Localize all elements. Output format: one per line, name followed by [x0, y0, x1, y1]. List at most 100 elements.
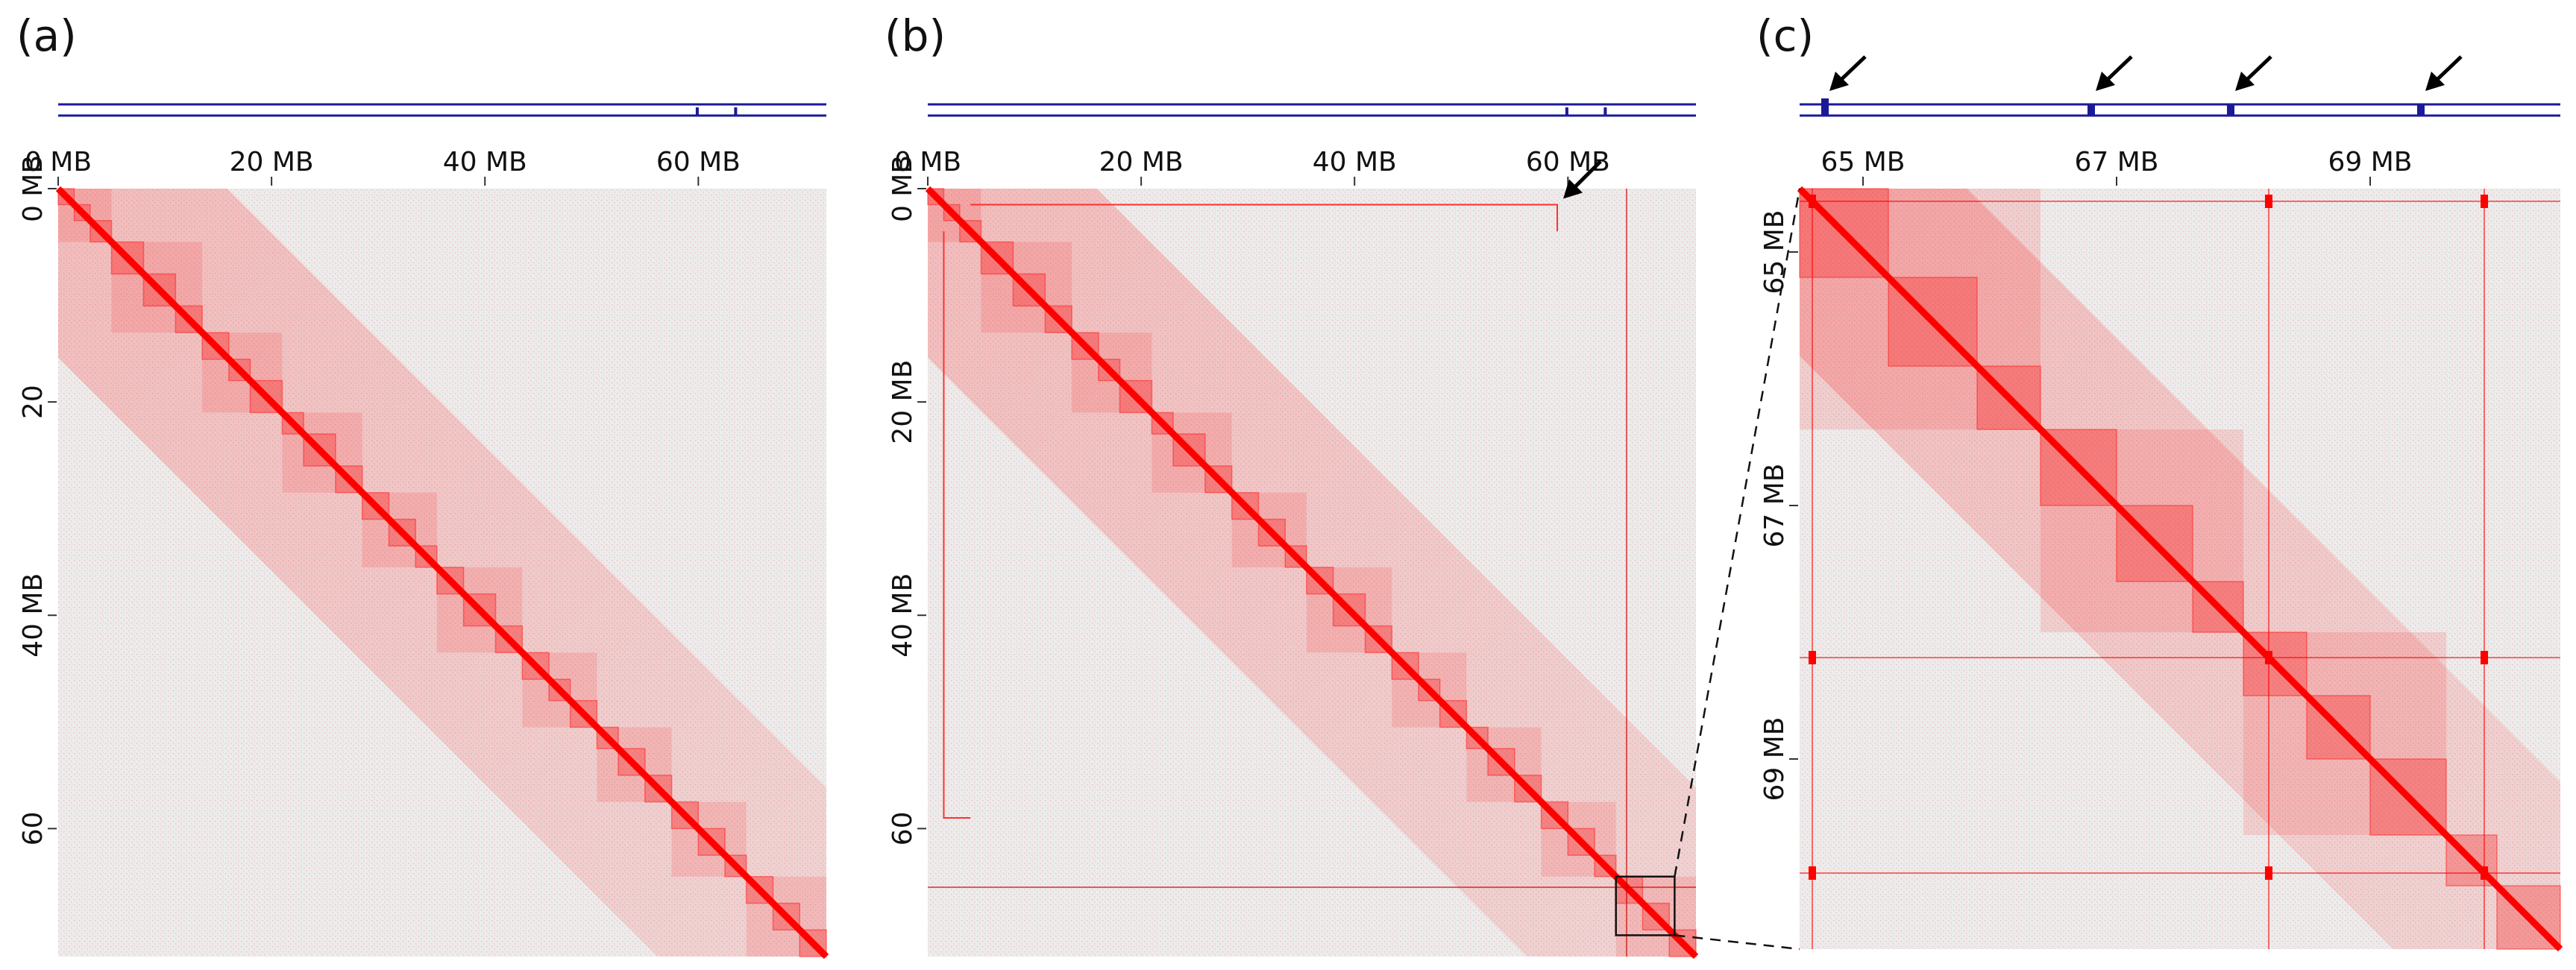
tad-domain-outline: [249, 380, 283, 414]
panel-label-b: (b): [885, 10, 946, 61]
left-tick-label: 40 MB: [18, 573, 48, 658]
top-tick-label: 40 MB: [1313, 147, 1397, 177]
tad-domain-outline: [2306, 695, 2371, 760]
top-tick-label: 67 MB: [2074, 147, 2158, 177]
signal-hotspot: [2481, 195, 2488, 208]
tad-domain-outline: [927, 188, 945, 206]
peak-arrow-head: [2096, 72, 2115, 91]
tad-domain-outline: [228, 359, 251, 382]
coverage-track-c: [1800, 55, 2560, 117]
tad-domain-outline: [73, 204, 91, 221]
tad-domain-outline: [1439, 699, 1468, 728]
tad-domain-outline: [436, 567, 465, 595]
signal-hotspot: [2481, 866, 2488, 880]
top-tick-label: 60 MB: [656, 147, 741, 177]
arrow-head: [1563, 179, 1583, 199]
tad-domain-outline: [494, 625, 524, 654]
peak-arrow-head: [2235, 72, 2255, 91]
top-tick-label: 20 MB: [1099, 147, 1184, 177]
tad-domain-outline: [142, 273, 177, 307]
tad-domain-outline: [1668, 929, 1697, 957]
tad-domain-outline: [724, 854, 747, 878]
tad-domain-outline: [1151, 412, 1174, 435]
axis-ticks-b: 0 MB 20 MB 40 MB 60 MB 0 MB 20 MB 40 MB 60: [888, 147, 1610, 845]
tad-domain-outline: [388, 518, 416, 547]
tad-domain-outline: [201, 332, 230, 360]
tad-domain-outline: [799, 929, 827, 957]
zoom-connector-bottom: [1674, 934, 1800, 951]
left-tick-label: 69 MB: [1759, 717, 1790, 801]
tad-domain-outline: [569, 699, 598, 728]
tad-domain-outline: [1119, 380, 1153, 414]
tad-domain-outline: [1540, 801, 1569, 830]
tad-domain-outline: [1487, 748, 1515, 776]
rearrangement-edge-left: [943, 231, 971, 819]
tad-domain-outline: [89, 220, 113, 243]
left-tick-label: 40 MB: [888, 573, 918, 658]
tad-domain-outline: [1231, 491, 1260, 520]
track-blip: [1565, 107, 1568, 116]
left-tick-label: 0 MB: [888, 155, 918, 222]
tad-domain-outline: [980, 241, 1014, 275]
zoom-box: [1615, 875, 1676, 936]
top-tick-label: 0 MB: [25, 147, 92, 177]
axis-ticks-a: 0 MB 20 MB 40 MB 60 MB 0 MB 20 40 MB 60: [18, 147, 741, 845]
track-peak: [1821, 98, 1829, 116]
coverage-track-a: [58, 103, 826, 117]
tad-domain-outline: [1257, 518, 1286, 547]
tad-domain-outline: [1391, 652, 1419, 680]
tad-domain-outline: [1098, 359, 1121, 382]
panel-a: (a) 0 MB 20 MB 40 MB 60 MB 0 MB 20 40 MB 60: [16, 10, 829, 960]
panel-label-c: (c): [1756, 10, 1814, 61]
tad-domain-outline: [745, 875, 774, 904]
track-blip: [734, 107, 738, 116]
track-blip: [1603, 107, 1607, 116]
signal-hotspot: [1809, 195, 1816, 208]
tad-domain-outline: [596, 726, 619, 749]
signal-hotspot: [2265, 195, 2272, 208]
tad-domain-outline: [2192, 581, 2244, 633]
tad-domain-outline: [1012, 273, 1046, 307]
track-peak: [2417, 104, 2425, 116]
zoom-connector-top: [1674, 188, 1801, 877]
tad-domain-outline: [1284, 545, 1307, 568]
tad-domain-outline: [110, 241, 145, 275]
top-tick-label: 65 MB: [1821, 147, 1905, 177]
tad-domain-outline: [670, 801, 700, 830]
peak-arrow-head: [1829, 72, 1849, 91]
axis-ticks-c: 65 MB 67 MB 69 MB 65 MB 67 MB 69 MB: [1759, 147, 2413, 801]
tad-domain-outline: [2040, 429, 2117, 506]
tad-domain-outline: [2369, 758, 2447, 836]
top-tick-label: 0 MB: [894, 147, 961, 177]
contact-map-b: [925, 160, 1699, 960]
panel-b: (b) 0 MB 20 MB 40 MB 60 MB 0 MB 20 MB 40 MB 60: [885, 10, 1699, 960]
tad-domain-outline: [57, 188, 75, 206]
top-tick-label: 69 MB: [2328, 147, 2412, 177]
contact-map-a: [55, 186, 829, 960]
tad-domain-outline: [415, 545, 438, 568]
coverage-track-b: [928, 103, 1696, 117]
peak-arrow-head: [2425, 72, 2445, 91]
tad-domain-outline: [281, 412, 304, 435]
tad-domain-outline: [2445, 834, 2498, 886]
tad-domain-outline: [1071, 332, 1099, 360]
left-tick-label: 20 MB: [888, 360, 918, 444]
left-tick-label: 0 MB: [18, 155, 48, 222]
left-tick-label: 20: [18, 385, 48, 419]
tad-domain-outline: [2243, 632, 2308, 696]
contact-map-c: [1797, 186, 2563, 952]
top-tick-label: 60 MB: [1526, 147, 1610, 177]
tad-domain-outline: [1204, 465, 1233, 494]
track-peak: [2227, 104, 2234, 116]
tad-domain-outline: [1514, 775, 1542, 803]
left-tick-label: 67 MB: [1759, 463, 1790, 547]
tad-domain-outline: [521, 652, 550, 680]
tad-domain-outline: [1888, 277, 1978, 367]
signal-hotspot: [2481, 651, 2488, 664]
tad-domain-outline: [618, 748, 646, 776]
tad-domain-outline: [772, 902, 800, 930]
track-peak: [2087, 104, 2095, 116]
top-tick-label: 40 MB: [443, 147, 527, 177]
tad-domain-outline: [1642, 902, 1670, 930]
